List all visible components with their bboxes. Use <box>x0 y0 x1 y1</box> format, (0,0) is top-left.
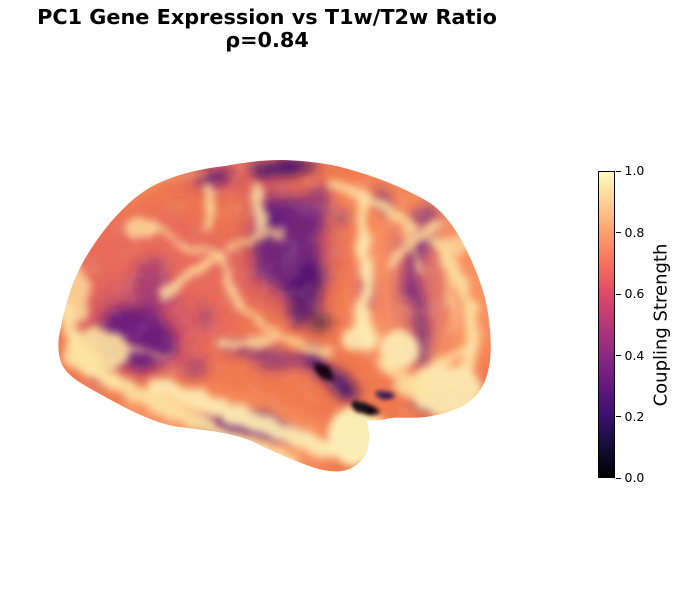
colorbar-tick <box>616 354 621 357</box>
colorbar-tick <box>616 232 621 234</box>
colorbar-tick-label: 0.0 <box>624 470 645 486</box>
figure-title: PC1 Gene Expression vs T1w/T2w Ratio ρ=0… <box>0 6 534 52</box>
colorbar-tick <box>616 477 621 479</box>
title-line-1: PC1 Gene Expression vs T1w/T2w Ratio <box>37 5 497 30</box>
colorbar-tick-label: 0.2 <box>624 408 645 424</box>
brain-surface-grain <box>58 160 491 472</box>
colorbar-tick-label: 0.4 <box>624 347 645 363</box>
colorbar-tick <box>616 293 621 295</box>
colorbar-tick <box>616 416 621 418</box>
colorbar-tick-label: 1.0 <box>624 163 645 179</box>
brain-surface-plot <box>58 160 491 472</box>
colorbar-tick-label: 0.8 <box>624 224 645 240</box>
colorbar-gradient <box>598 171 615 478</box>
brain-texture <box>58 160 491 472</box>
colorbar-tick <box>616 170 621 172</box>
colorbar-axis-label: Coupling Strength <box>650 243 672 407</box>
colorbar-tick-label: 0.6 <box>624 286 645 302</box>
title-line-2: ρ=0.84 <box>225 28 309 53</box>
